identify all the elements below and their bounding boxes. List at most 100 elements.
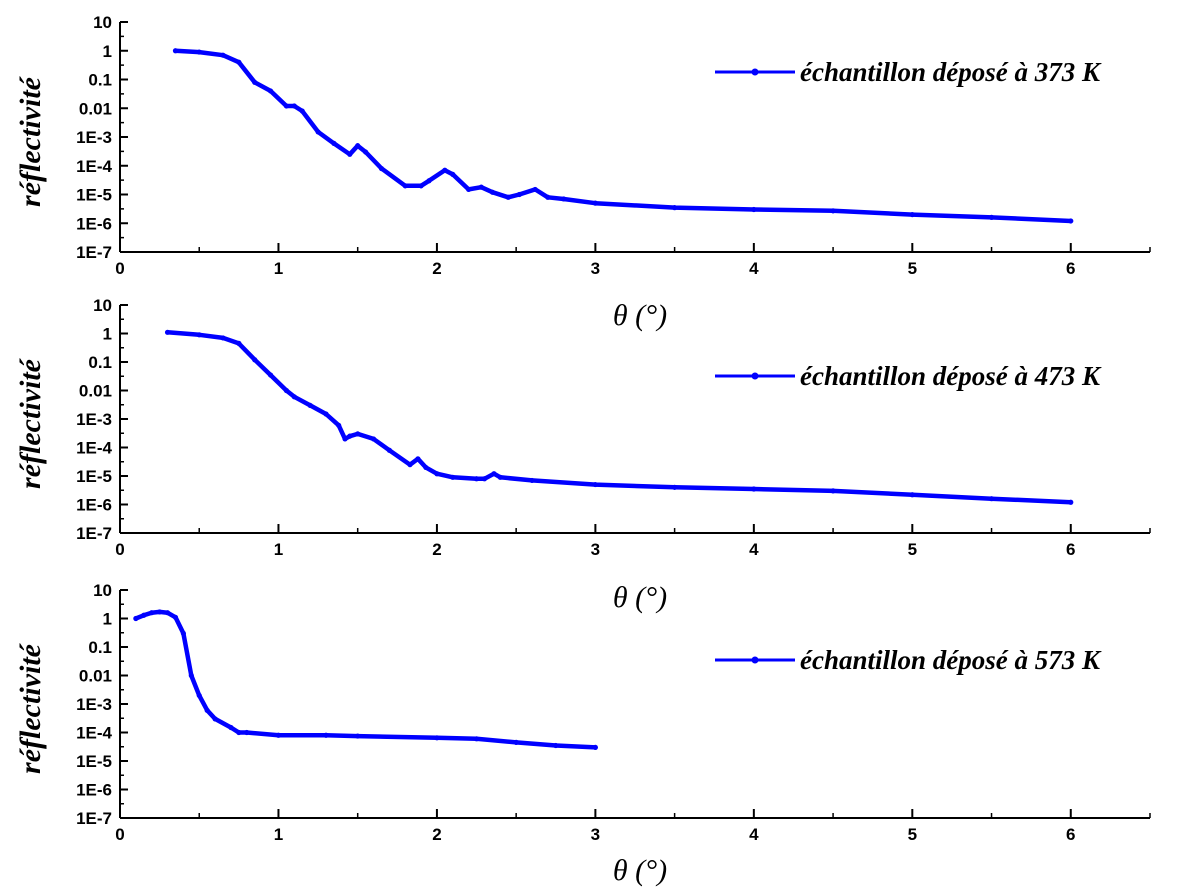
y-tick-label: 1E-5 (76, 752, 112, 771)
data-point (323, 732, 329, 738)
y-tick-label: 10 (93, 581, 112, 600)
y-tick-label: 10 (93, 296, 112, 315)
data-point (592, 200, 598, 206)
y-axis-label: réflectivité (14, 642, 47, 774)
data-point (450, 171, 456, 178)
data-point (988, 496, 995, 502)
x-tick-label: 4 (749, 259, 759, 278)
y-tick-label: 1E-3 (76, 128, 112, 147)
data-point (212, 716, 218, 722)
data-point (172, 48, 179, 54)
data-point (347, 433, 353, 439)
data-point (561, 196, 567, 202)
data-point (196, 332, 202, 338)
data-point (180, 630, 186, 637)
y-tick-label: 0.01 (79, 382, 112, 401)
data-point (236, 59, 242, 65)
x-tick-label: 5 (908, 540, 917, 559)
y-tick-label: 0.1 (88, 638, 112, 657)
data-point (370, 436, 377, 442)
data-point (299, 108, 305, 114)
y-axis-label: réflectivité (14, 357, 47, 489)
y-tick-label: 1E-5 (76, 186, 112, 205)
y-tick-label: 1 (103, 610, 112, 629)
data-point (204, 707, 210, 713)
data-point (342, 436, 348, 442)
data-point (497, 474, 503, 480)
data-point (505, 194, 511, 200)
legend-marker (751, 68, 759, 76)
data-point (228, 724, 234, 731)
data-point (220, 52, 226, 58)
data-point (434, 735, 440, 741)
data-point (478, 184, 484, 190)
series-line-2 (165, 330, 1074, 505)
y-tick-label: 1 (103, 325, 112, 344)
data-point (423, 464, 429, 471)
panel-3: 1E-7 1E-6 1E-5 1E-4 1E-3 0.01 0.1 1 10 0 1 2 3 4 5 6 réf… (14, 581, 1151, 887)
data-point (164, 329, 171, 335)
data-point (291, 103, 297, 109)
data-point (529, 477, 535, 484)
data-point (418, 183, 424, 189)
data-point (672, 484, 678, 490)
y-tick-label: 1E-7 (76, 243, 112, 262)
x-tick-label: 4 (749, 825, 759, 844)
x-tick-label: 1 (274, 259, 283, 278)
x-tick-label: 1 (274, 825, 283, 844)
data-point (252, 357, 258, 363)
data-point (516, 191, 522, 198)
x-tick-label: 6 (1066, 825, 1075, 844)
y-tick-label: 0.1 (88, 71, 112, 90)
data-point (830, 488, 836, 494)
panel-2: 1E-7 1E-6 1E-5 1E-4 1E-3 0.01 0.1 1 10 0 1 2 3 4 5 6 réf… (14, 296, 1151, 614)
data-point (988, 214, 995, 220)
y-tick-label: 1E-6 (76, 781, 112, 800)
data-point (157, 609, 163, 615)
data-point (252, 79, 258, 85)
y-tick-label: 0.01 (79, 99, 112, 118)
data-point (909, 492, 915, 498)
data-point (275, 732, 282, 738)
data-point (196, 49, 202, 55)
series-line-3 (133, 609, 598, 750)
y-tick-label: 1E-4 (76, 439, 112, 458)
data-point (513, 739, 519, 745)
data-point (149, 610, 155, 616)
x-tick-label: 3 (591, 259, 600, 278)
data-point (220, 335, 226, 341)
y-tick-label: 10 (93, 13, 112, 32)
y-tick-label: 1E-3 (76, 410, 112, 429)
data-point (426, 178, 432, 184)
data-point (236, 340, 242, 346)
data-point (672, 205, 678, 211)
x-tick-label: 1 (274, 540, 283, 559)
data-point (236, 729, 242, 736)
data-point (267, 88, 274, 94)
y-axis-label: réflectivité (14, 75, 47, 207)
data-point (1068, 218, 1074, 224)
data-point (545, 194, 551, 200)
data-point (553, 742, 559, 749)
x-tick-label: 6 (1066, 540, 1075, 559)
y-tick-label: 0.1 (88, 353, 112, 372)
y-tick-label: 1E-3 (76, 695, 112, 714)
data-point (473, 476, 480, 482)
y-tick-label: 1E-6 (76, 214, 112, 233)
legend-label-3: échantillon déposé à 573 K (800, 645, 1102, 675)
data-point (323, 411, 329, 417)
data-point (355, 143, 361, 149)
legend-marker (751, 372, 759, 380)
y-tick-label: 1 (103, 42, 112, 61)
data-point (378, 165, 385, 172)
data-point (355, 733, 361, 739)
data-point (386, 447, 392, 453)
data-point (291, 394, 297, 400)
data-point (751, 206, 757, 213)
data-point (402, 183, 408, 189)
data-point (434, 471, 440, 477)
x-tick-label: 5 (908, 259, 917, 278)
data-point (267, 372, 274, 378)
data-point (141, 612, 147, 618)
